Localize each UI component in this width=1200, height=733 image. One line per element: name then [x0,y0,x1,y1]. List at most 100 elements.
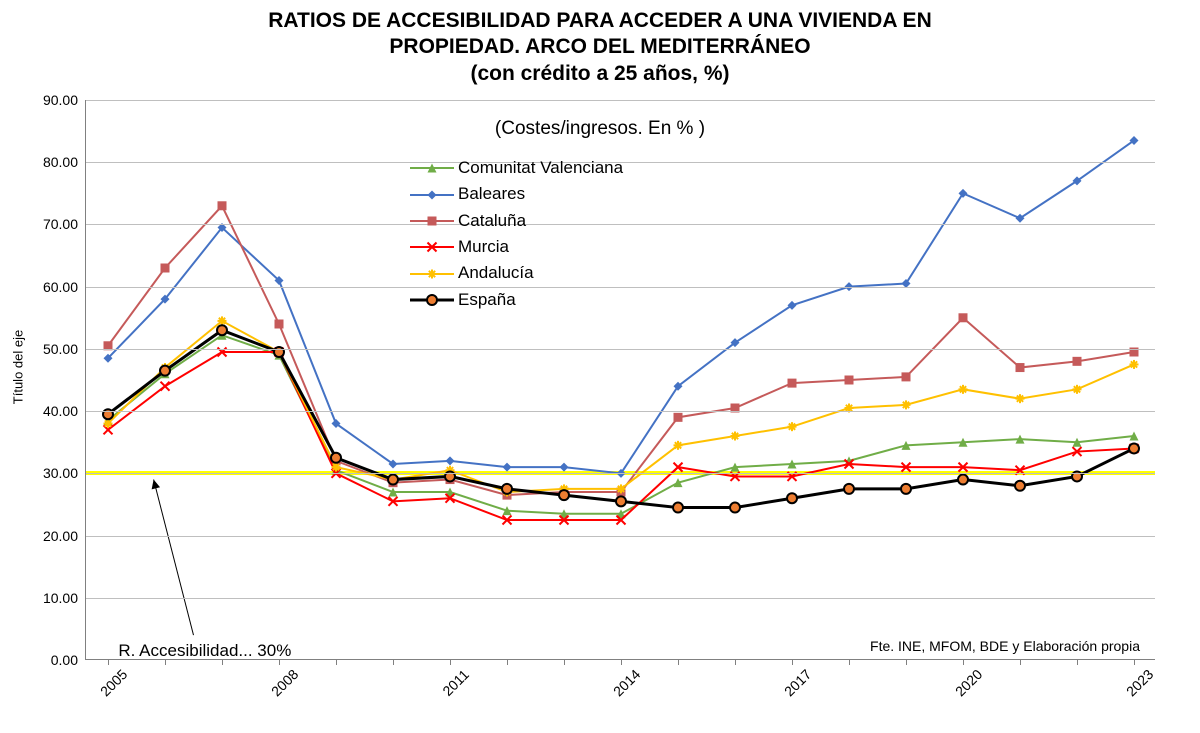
source-text: Fte. INE, MFOM, BDE y Elaboración propia [870,638,1140,654]
series-line-espana [108,330,1134,507]
ytick-label: 50.00 [43,341,78,357]
series-marker-murcia [161,382,170,391]
series-marker-baleares [446,456,455,465]
xtick-mark [393,659,394,665]
series-marker-andalucia [902,400,911,409]
series-marker-espana [673,503,683,513]
series-marker-baleares [560,463,569,472]
series-marker-espana [1015,481,1025,491]
series-marker-cataluna [1016,363,1025,372]
xtick-mark [792,659,793,665]
gridline [86,349,1155,350]
series-marker-andalucia [332,463,341,472]
series-marker-cataluna [845,376,854,385]
xtick-mark [507,659,508,665]
legend-item-baleares: Baleares [410,181,623,207]
series-marker-espana [160,366,170,376]
xtick-mark [336,659,337,665]
series-marker-espana [388,475,398,485]
legend-swatch [410,265,454,283]
chart-title: RATIOS DE ACCESIBILIDAD PARA ACCEDER A U… [0,8,1200,87]
xtick-mark [450,659,451,665]
xtick-mark [735,659,736,665]
series-marker-andalucia [788,422,797,431]
series-marker-andalucia [1016,394,1025,403]
gridline [86,473,1155,474]
gridline [86,411,1155,412]
series-marker-andalucia [731,432,740,441]
xtick-mark [678,659,679,665]
series-marker-espana [787,493,797,503]
gridline [86,536,1155,537]
series-marker-espana [844,484,854,494]
legend-label: Comunitat Valenciana [458,155,623,181]
series-marker-andalucia [617,484,626,493]
yaxis-title: Título del eje [11,329,26,403]
series-marker-espana [616,496,626,506]
series-marker-cataluna [959,313,968,322]
title-line-3: (con crédito a 25 años, %) [0,61,1200,87]
xtick-mark [1077,659,1078,665]
title-line-2: PROPIEDAD. ARCO DEL MEDITERRÁNEO [0,34,1200,60]
xtick-mark [621,659,622,665]
series-marker-espana [958,475,968,485]
gridline [86,598,1155,599]
series-marker-andalucia [674,441,683,450]
legend-label: Andalucía [458,260,534,286]
reference-label: R. Accesibilidad... 30% [118,641,291,661]
ytick-label: 80.00 [43,154,78,170]
legend-item-espana: España [410,287,623,313]
xtick-mark [564,659,565,665]
xtick-label: 2014 [610,666,643,699]
series-marker-cataluna [1073,357,1082,366]
legend-item-cataluna: Cataluña [410,208,623,234]
legend-swatch [410,186,454,204]
xtick-mark [963,659,964,665]
legend-label: Baleares [458,181,525,207]
xtick-mark [906,659,907,665]
xtick-label: 2020 [952,666,985,699]
legend-swatch [410,238,454,256]
title-line-1: RATIOS DE ACCESIBILIDAD PARA ACCEDER A U… [0,8,1200,34]
series-marker-espana [559,490,569,500]
legend-swatch [410,212,454,230]
legend-label: España [458,287,516,313]
series-marker-andalucia [1073,385,1082,394]
series-marker-espana [730,503,740,513]
xtick-mark [108,659,109,665]
series-marker-espana [901,484,911,494]
xtick-mark [849,659,850,665]
annotation-arrowhead [152,480,160,490]
series-marker-cataluna [674,413,683,422]
series-marker-cataluna [161,264,170,273]
ytick-label: 60.00 [43,279,78,295]
series-marker-cataluna [218,201,227,210]
series-marker-cataluna [275,320,284,329]
ytick-label: 40.00 [43,403,78,419]
annotation-arrow [154,480,194,636]
series-marker-espana [1129,443,1139,453]
ytick-label: 10.00 [43,590,78,606]
series-marker-espana [331,453,341,463]
ytick-label: 20.00 [43,528,78,544]
series-marker-espana [217,325,227,335]
legend: Comunitat ValencianaBalearesCataluñaMurc… [410,155,623,313]
xtick-label: 2005 [97,666,130,699]
legend-item-murcia: Murcia [410,234,623,260]
legend-item-andalucia: Andalucía [410,260,623,286]
chart-container: RATIOS DE ACCESIBILIDAD PARA ACCEDER A U… [0,0,1200,733]
legend-label: Murcia [458,234,509,260]
xtick-label: 2017 [781,666,814,699]
series-marker-cataluna [902,372,911,381]
ytick-label: 0.00 [51,652,78,668]
series-marker-andalucia [1130,360,1139,369]
series-marker-cataluna [788,379,797,388]
legend-swatch [410,291,454,309]
ytick-label: 90.00 [43,92,78,108]
xtick-label: 2023 [1123,666,1156,699]
legend-swatch [410,159,454,177]
xtick-mark [1134,659,1135,665]
series-marker-andalucia [218,316,227,325]
ytick-label: 30.00 [43,465,78,481]
series-marker-andalucia [959,385,968,394]
